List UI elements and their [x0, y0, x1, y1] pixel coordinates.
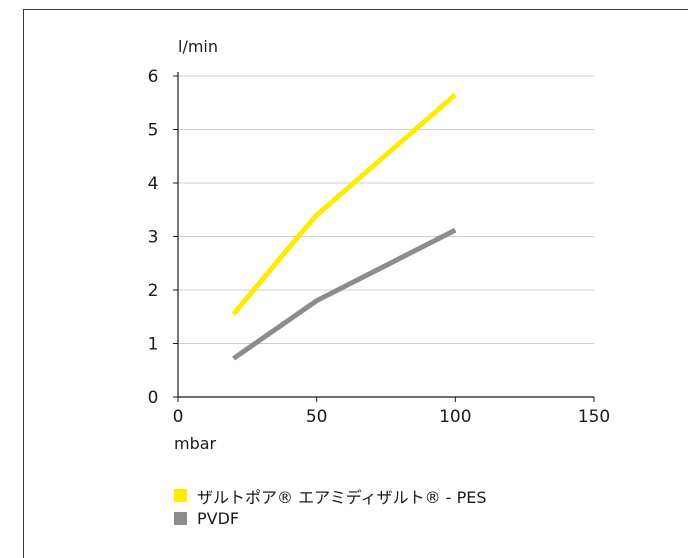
series-line-0 [231, 92, 457, 316]
y-tick-label: 4 [148, 174, 159, 194]
y-tick-label: 6 [148, 67, 159, 87]
line-chart: 0 1 2 3 4 5 6 0 50 100 150 l/min mbar [148, 37, 611, 453]
y-tick-label: 3 [148, 228, 159, 248]
series-lines [231, 92, 457, 361]
y-tick-labels: 0 1 2 3 4 5 6 [148, 67, 159, 408]
series-line-1 [232, 227, 457, 361]
y-tick-label: 0 [148, 388, 159, 408]
legend-item-pes: ザルトポア® エアミディザルト® - PES [174, 484, 487, 507]
chart-frame [23, 9, 688, 558]
y-axis-label: l/min [178, 37, 218, 56]
y-tick-label: 5 [148, 121, 159, 141]
axes [173, 72, 595, 402]
y-tick-label: 2 [148, 281, 159, 301]
legend-label-pes: ザルトポア® エアミディザルト® - PES [197, 487, 487, 507]
x-tick-label: 150 [578, 407, 610, 427]
y-tick-label: 1 [148, 335, 159, 355]
x-tick-labels: 0 50 100 150 [173, 407, 611, 427]
x-tick-label: 0 [173, 407, 184, 427]
x-axis-label: mbar [174, 434, 217, 453]
grid-lines [178, 75, 594, 344]
x-tick-label: 50 [306, 407, 328, 427]
legend-swatch-pes [174, 489, 187, 502]
legend-item-pvdf: PVDF [174, 507, 487, 530]
legend-label-pvdf: PVDF [197, 509, 240, 528]
legend-swatch-pvdf [174, 512, 187, 525]
x-tick-label: 100 [439, 407, 471, 427]
legend: ザルトポア® エアミディザルト® - PES PVDF [174, 484, 487, 530]
